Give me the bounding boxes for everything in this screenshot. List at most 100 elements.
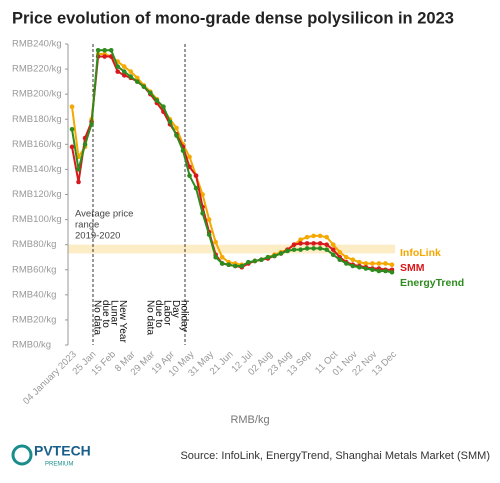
y-tick-label: RMB80/kg bbox=[12, 239, 56, 250]
point bbox=[324, 247, 329, 252]
point bbox=[174, 125, 179, 131]
point bbox=[102, 47, 107, 53]
annotation: due to bbox=[100, 300, 111, 328]
point bbox=[206, 232, 212, 237]
legend-label: EnergyTrend bbox=[400, 277, 464, 289]
point bbox=[363, 261, 369, 266]
point bbox=[304, 234, 310, 240]
y-tick-label: RMB200/kg bbox=[12, 89, 62, 100]
point bbox=[115, 69, 121, 74]
y-tick-label: RMB20/kg bbox=[12, 314, 56, 325]
point bbox=[376, 261, 382, 266]
y-tick-label: RMB120/kg bbox=[12, 189, 62, 200]
point bbox=[108, 47, 114, 53]
point bbox=[187, 173, 192, 178]
point bbox=[135, 79, 140, 84]
point bbox=[330, 247, 336, 252]
legend-label: SMM bbox=[400, 262, 425, 274]
point bbox=[121, 73, 127, 78]
point bbox=[180, 148, 186, 153]
point bbox=[376, 268, 382, 274]
point bbox=[232, 263, 238, 269]
point bbox=[285, 248, 290, 254]
point bbox=[193, 173, 199, 178]
point bbox=[304, 241, 310, 246]
annotation: New Year bbox=[117, 300, 128, 343]
point bbox=[259, 257, 264, 263]
point bbox=[389, 262, 395, 268]
point bbox=[330, 242, 336, 247]
annotation: Labor bbox=[161, 300, 172, 326]
y-tick-label: RMB180/kg bbox=[12, 114, 62, 125]
point bbox=[357, 259, 362, 265]
point bbox=[69, 144, 75, 150]
point bbox=[343, 261, 349, 266]
legend-label: InfoLink bbox=[400, 247, 441, 259]
point bbox=[311, 233, 316, 239]
point bbox=[311, 246, 316, 251]
source: Source: InfoLink, EnergyTrend, Shanghai … bbox=[180, 450, 490, 462]
x-tick-label: 04 January 2023 bbox=[21, 349, 79, 407]
point bbox=[370, 267, 375, 273]
y-tick-label: RMB220/kg bbox=[12, 64, 62, 75]
point bbox=[363, 266, 369, 271]
point bbox=[82, 142, 88, 147]
reference-band bbox=[68, 244, 395, 254]
point bbox=[370, 261, 375, 266]
logo-tag: PREMIUM bbox=[45, 462, 73, 468]
point bbox=[121, 64, 127, 69]
point bbox=[128, 69, 134, 74]
point bbox=[219, 254, 225, 260]
logo-name: PVTECH bbox=[34, 443, 91, 459]
point bbox=[311, 241, 316, 246]
point bbox=[76, 179, 81, 185]
chart-title: Price evolution of mono-grade dense poly… bbox=[12, 9, 454, 27]
point bbox=[317, 241, 323, 246]
point bbox=[278, 251, 284, 256]
point bbox=[206, 217, 212, 222]
point bbox=[272, 253, 277, 259]
point bbox=[102, 54, 107, 59]
point bbox=[298, 247, 303, 252]
point bbox=[213, 254, 218, 260]
annotation: Lunar bbox=[108, 300, 119, 326]
point bbox=[298, 237, 303, 242]
point bbox=[357, 264, 362, 270]
point bbox=[115, 64, 121, 69]
point bbox=[265, 254, 271, 260]
annotation: No data bbox=[91, 300, 102, 335]
band-label: range bbox=[75, 220, 99, 231]
point bbox=[337, 257, 343, 263]
point bbox=[317, 233, 323, 239]
point bbox=[69, 104, 75, 110]
point bbox=[324, 234, 329, 240]
annotation: due to bbox=[153, 300, 164, 328]
y-tick-label: RMB60/kg bbox=[12, 264, 56, 275]
band-label: Average price bbox=[75, 209, 133, 220]
point bbox=[89, 121, 94, 127]
point bbox=[304, 246, 310, 251]
point bbox=[226, 262, 232, 268]
point bbox=[148, 90, 153, 96]
point bbox=[135, 75, 140, 81]
point bbox=[174, 133, 179, 138]
point bbox=[239, 263, 245, 269]
annotation: No data bbox=[144, 300, 155, 335]
point bbox=[330, 252, 336, 257]
point bbox=[350, 263, 356, 269]
point bbox=[219, 261, 225, 266]
point bbox=[337, 249, 343, 255]
point bbox=[343, 254, 349, 260]
point bbox=[187, 154, 192, 160]
y-tick-label: RMB140/kg bbox=[12, 164, 62, 175]
band-label: 2019-2020 bbox=[75, 231, 120, 242]
point bbox=[252, 258, 258, 264]
point bbox=[167, 119, 173, 125]
point bbox=[200, 211, 205, 216]
point bbox=[161, 104, 166, 110]
point bbox=[291, 247, 297, 252]
point bbox=[324, 242, 329, 247]
point bbox=[350, 257, 356, 263]
point bbox=[76, 167, 81, 172]
